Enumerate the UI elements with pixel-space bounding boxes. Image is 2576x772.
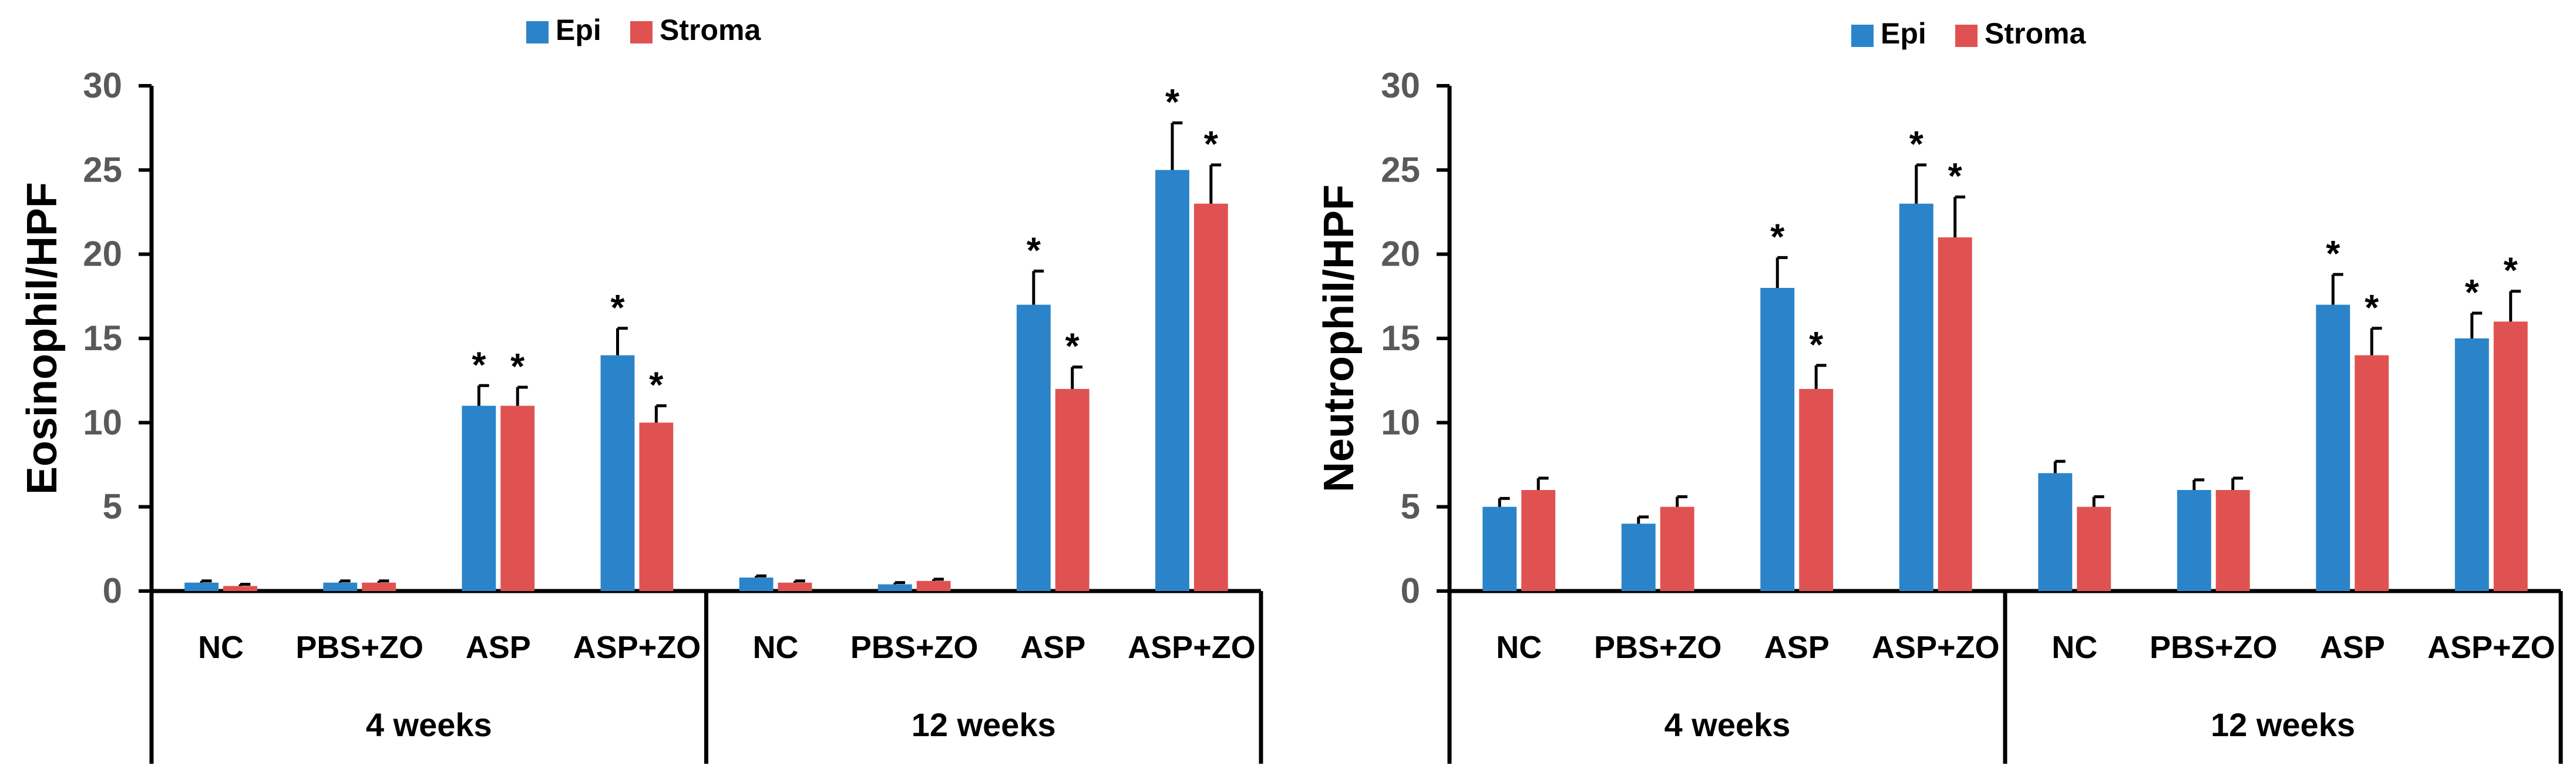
bar-epi: [1899, 203, 1933, 592]
y-tick-label: 25: [1381, 150, 1420, 189]
legend-label: Stroma: [1985, 17, 2086, 50]
y-tick-label: 30: [1381, 66, 1420, 105]
y-tick-label: 0: [103, 571, 122, 610]
y-tick-label: 25: [83, 150, 122, 189]
bar-stroma: [1055, 389, 1089, 591]
category-label: ASP+ZO: [1128, 630, 1256, 665]
y-tick-label: 0: [1401, 571, 1420, 610]
bar-epi: [600, 355, 635, 591]
y-tick-label: 15: [83, 318, 122, 358]
y-tick-label: 10: [1381, 402, 1420, 442]
y-tick-label: 30: [83, 66, 122, 105]
bar-stroma: [639, 422, 674, 591]
category-label: ASP+ZO: [573, 630, 701, 665]
legend-label: Stroma: [660, 14, 761, 46]
bar-epi: [739, 578, 774, 591]
significance-marker: *: [2465, 273, 2480, 313]
category-label: ASP+ZO: [1872, 630, 2000, 665]
bar-stroma: [2493, 321, 2528, 591]
bar-stroma: [778, 582, 812, 591]
category-label: PBS+ZO: [295, 630, 423, 665]
bar-epi: [1016, 304, 1051, 591]
bar-epi: [323, 582, 358, 591]
category-label: ASP: [1764, 630, 1830, 665]
significance-marker: *: [1027, 230, 1041, 271]
y-tick-label: 5: [103, 487, 122, 526]
category-label: NC: [753, 630, 799, 665]
group-label: 12 weeks: [912, 706, 1056, 743]
bar-stroma: [223, 586, 257, 591]
group-label: 12 weeks: [2211, 706, 2355, 743]
significance-marker: *: [2504, 251, 2518, 291]
significance-marker: *: [1065, 327, 1080, 367]
bar-epi: [1621, 523, 1656, 591]
chart-panel-1: 0 5 10 15 20 25 30 Eosinophil/HPF NC PBS+ZO * * ASP *…: [19, 14, 1263, 764]
legend: Epi Stroma: [526, 14, 761, 46]
legend-swatch-epi: [526, 21, 549, 43]
bar-stroma: [500, 405, 535, 591]
bar-epi: [2038, 473, 2073, 591]
y-tick-label: 10: [83, 402, 122, 442]
legend-label: Epi: [556, 14, 601, 46]
bar-stroma: [1660, 506, 1694, 591]
bar-stroma: [1521, 490, 1556, 591]
significance-marker: *: [1770, 217, 1785, 257]
y-axis-label: Neutrophil/HPF: [1316, 184, 1363, 492]
legend-swatch-epi: [1851, 25, 1874, 47]
bar-stroma: [1193, 203, 1228, 592]
significance-marker: *: [610, 288, 625, 328]
bar-stroma: [1938, 237, 1972, 591]
bar-epi: [184, 582, 219, 591]
bar-stroma: [2077, 506, 2111, 591]
chart-panel-2: 0 5 10 15 20 25 30 Neutrophil/HPF NC PBS+ZO * * ASP *…: [1316, 17, 2563, 764]
significance-marker: *: [472, 345, 486, 385]
bar-epi: [877, 584, 912, 591]
significance-marker: *: [2365, 288, 2379, 328]
bar-stroma: [2215, 490, 2250, 591]
category-label: ASP: [466, 630, 531, 665]
bar-stroma: [1799, 389, 1834, 591]
significance-marker: *: [1165, 82, 1180, 123]
bar-stroma: [362, 582, 396, 591]
category-label: ASP+ZO: [2427, 630, 2555, 665]
category-label: ASP: [1020, 630, 1085, 665]
significance-marker: *: [510, 347, 525, 387]
y-tick-label: 20: [1381, 234, 1420, 274]
y-axis-label: Eosinophil/HPF: [19, 182, 66, 495]
bar-stroma: [916, 580, 951, 591]
significance-marker: *: [1204, 125, 1219, 165]
group-label: 4 weeks: [366, 706, 492, 743]
y-tick-label: 20: [83, 234, 122, 274]
bar-epi: [2454, 338, 2489, 591]
category-label: ASP: [2320, 630, 2385, 665]
bar-epi: [2177, 490, 2211, 591]
significance-marker: *: [2326, 234, 2340, 274]
bar-epi: [1155, 170, 1189, 591]
category-label: NC: [1496, 630, 1542, 665]
legend-label: Epi: [1881, 17, 1926, 50]
legend-swatch-stroma: [630, 21, 653, 43]
y-tick-label: 15: [1381, 318, 1420, 358]
bar-epi: [1482, 506, 1517, 591]
y-tick-label: 5: [1401, 487, 1420, 526]
legend: Epi Stroma: [1851, 17, 2086, 50]
bar-stroma: [2355, 355, 2389, 591]
significance-marker: *: [649, 365, 664, 406]
significance-marker: *: [1909, 125, 1924, 165]
bar-epi: [1760, 288, 1795, 591]
bar-epi: [462, 405, 496, 591]
significance-marker: *: [1809, 325, 1824, 365]
significance-marker: *: [1948, 156, 1963, 197]
category-label: PBS+ZO: [2150, 630, 2278, 665]
category-label: NC: [2052, 630, 2097, 665]
bar-epi: [2316, 304, 2350, 591]
legend-swatch-stroma: [1955, 25, 1978, 47]
category-label: NC: [198, 630, 244, 665]
group-label: 4 weeks: [1664, 706, 1791, 743]
category-label: PBS+ZO: [850, 630, 978, 665]
category-label: PBS+ZO: [1594, 630, 1722, 665]
